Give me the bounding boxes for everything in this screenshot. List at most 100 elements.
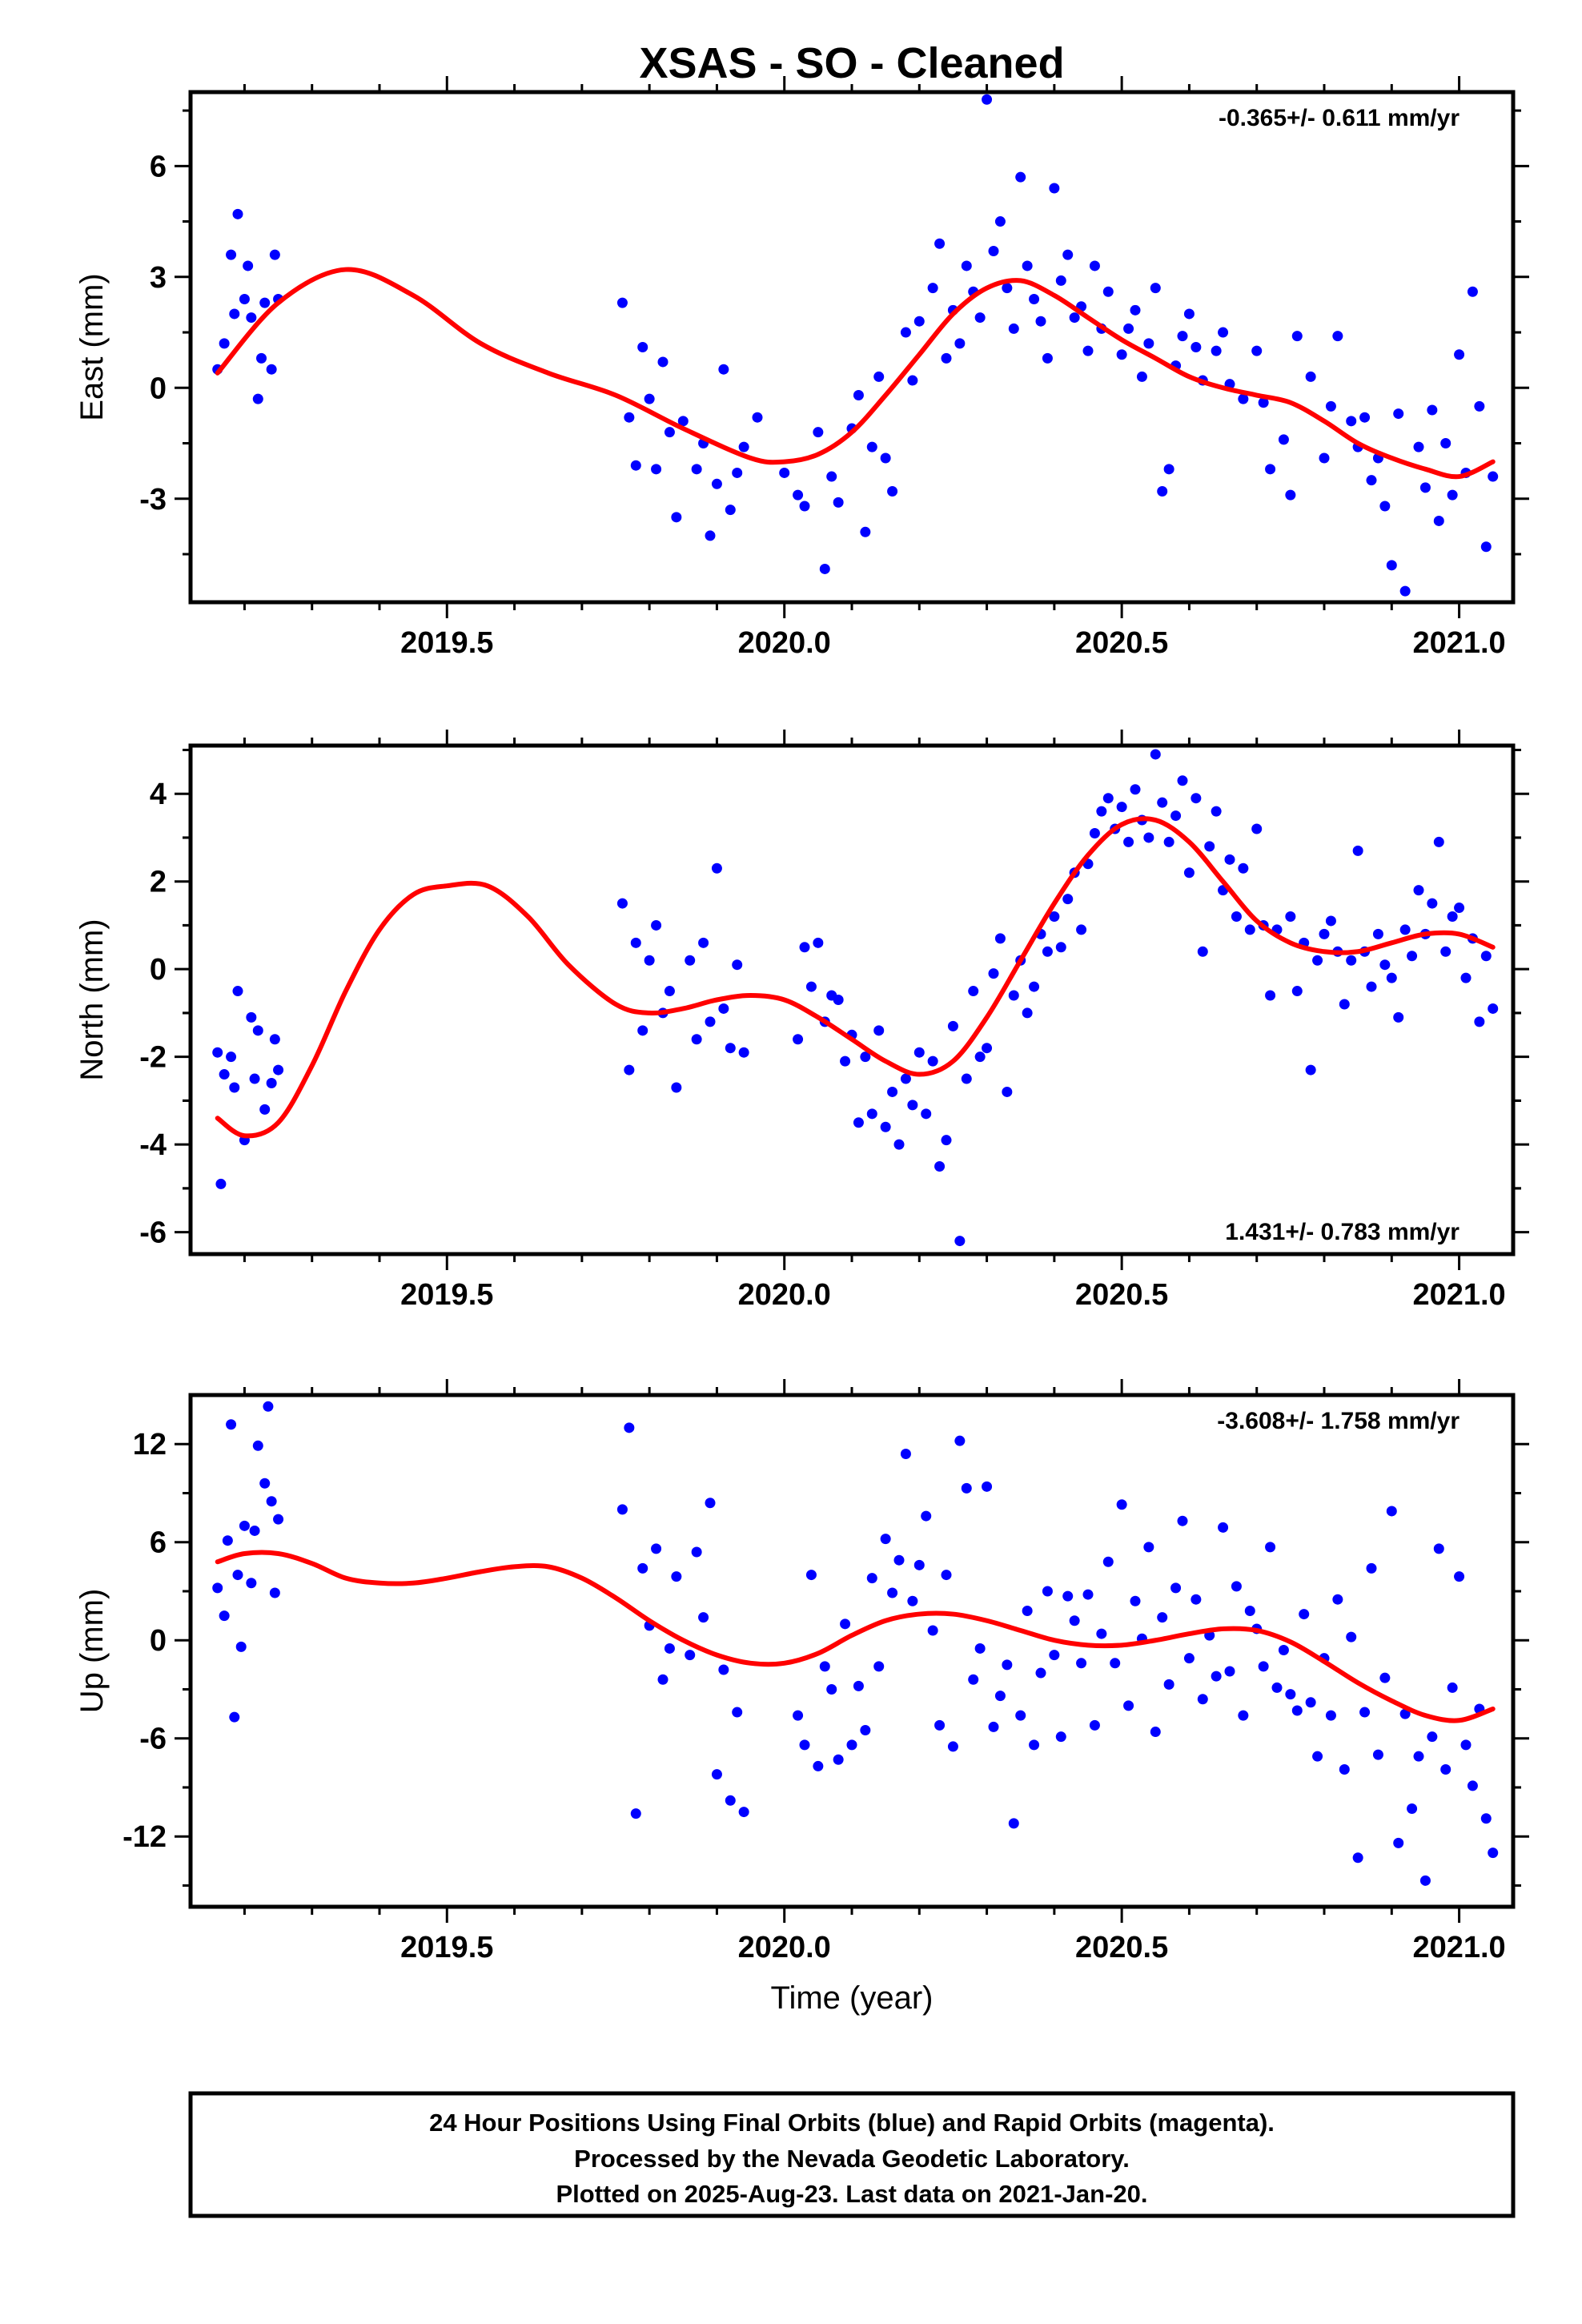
- data-point: [1419, 482, 1431, 493]
- data-point: [968, 986, 979, 997]
- data-point: [1480, 1813, 1492, 1824]
- data-point: [691, 464, 702, 475]
- data-point: [1218, 1522, 1229, 1533]
- data-point: [1116, 802, 1127, 813]
- data-point: [1055, 942, 1066, 953]
- data-point: [1419, 1875, 1431, 1886]
- data-point: [1029, 293, 1040, 304]
- data-point: [1211, 806, 1222, 817]
- east-panel: 2019.5 2020.0 2020.5 2021.0 -3 0 3 6 East (mm) -0…: [74, 76, 1529, 660]
- data-point: [961, 260, 972, 271]
- data-point: [1346, 416, 1357, 427]
- east-x-tick-label: 2020.5: [1075, 626, 1168, 660]
- data-point: [1224, 1666, 1235, 1677]
- data-point: [1002, 1659, 1013, 1671]
- north-x-tick-label: 2020.0: [738, 1278, 831, 1312]
- data-point: [630, 1808, 641, 1819]
- data-point: [1177, 775, 1188, 786]
- data-point: [1022, 260, 1033, 271]
- data-point: [1366, 981, 1377, 992]
- east-y-tick-label: -3: [139, 483, 167, 517]
- data-point: [1413, 1751, 1424, 1762]
- east-plot-frame: [188, 90, 1516, 605]
- data-point: [246, 1578, 257, 1589]
- data-point: [219, 338, 230, 349]
- data-point: [846, 1739, 857, 1751]
- data-point: [1123, 323, 1134, 334]
- data-point: [246, 1011, 257, 1023]
- data-point: [1069, 312, 1080, 324]
- data-point: [1170, 810, 1182, 822]
- east-y-tick-label: 3: [150, 261, 167, 295]
- data-point: [1386, 972, 1397, 983]
- data-point: [907, 1595, 918, 1606]
- data-point: [893, 1139, 905, 1150]
- data-point: [1399, 585, 1411, 597]
- data-point: [266, 364, 277, 375]
- data-point: [1433, 836, 1444, 847]
- east-data-points: [212, 94, 1499, 597]
- data-point: [1319, 452, 1330, 464]
- data-point: [954, 338, 966, 349]
- data-point: [1271, 1682, 1283, 1693]
- data-point: [1082, 345, 1094, 356]
- data-point: [1427, 404, 1438, 416]
- data-point: [1339, 999, 1350, 1010]
- data-point: [1474, 400, 1485, 412]
- data-point: [982, 1481, 993, 1492]
- north-y-tick-label: -4: [139, 1128, 167, 1162]
- data-point: [718, 364, 729, 375]
- data-point: [1035, 316, 1046, 327]
- data-point: [651, 919, 662, 931]
- data-point: [1325, 1710, 1336, 1721]
- data-point: [671, 512, 682, 523]
- data-point: [873, 1025, 885, 1036]
- data-point: [907, 1100, 918, 1111]
- data-point: [947, 1741, 958, 1752]
- data-point: [705, 1016, 716, 1027]
- data-point: [1440, 438, 1452, 449]
- data-point: [887, 1086, 898, 1097]
- data-point: [860, 526, 871, 537]
- data-point: [1197, 946, 1208, 957]
- data-point: [1130, 304, 1141, 316]
- data-point: [1238, 393, 1249, 404]
- data-point: [1022, 1605, 1033, 1616]
- data-point: [1299, 1609, 1310, 1620]
- data-point: [1359, 1707, 1371, 1718]
- data-point: [934, 1719, 946, 1731]
- data-point: [1089, 260, 1100, 271]
- up-y-tick-label: -12: [122, 1820, 167, 1854]
- data-point: [1029, 981, 1040, 992]
- data-point: [249, 1525, 260, 1536]
- data-point: [1440, 1764, 1452, 1775]
- footer-line-1: 24 Hour Positions Using Final Orbits (bl…: [429, 2109, 1275, 2137]
- data-point: [1191, 342, 1202, 352]
- data-point: [239, 1520, 250, 1531]
- data-point: [826, 471, 837, 482]
- data-point: [624, 412, 635, 423]
- data-point: [968, 1674, 979, 1685]
- data-point: [1291, 1705, 1303, 1716]
- data-point: [624, 1422, 635, 1433]
- data-point: [1089, 1719, 1100, 1731]
- data-point: [1055, 275, 1066, 286]
- data-point: [1359, 412, 1371, 423]
- data-point: [232, 1570, 243, 1581]
- data-point: [664, 427, 675, 438]
- data-point: [725, 1043, 736, 1054]
- data-point: [624, 1064, 635, 1076]
- data-point: [1366, 1562, 1377, 1574]
- data-point: [921, 1510, 932, 1522]
- data-point: [239, 293, 250, 304]
- data-point: [1399, 1708, 1411, 1719]
- data-point: [1150, 283, 1161, 294]
- data-point: [630, 937, 641, 948]
- data-point: [1386, 560, 1397, 571]
- data-point: [1488, 471, 1499, 482]
- data-point: [1251, 345, 1263, 356]
- data-point: [1312, 955, 1323, 966]
- data-point: [900, 1073, 911, 1084]
- data-point: [1265, 464, 1276, 475]
- data-point: [1143, 832, 1154, 843]
